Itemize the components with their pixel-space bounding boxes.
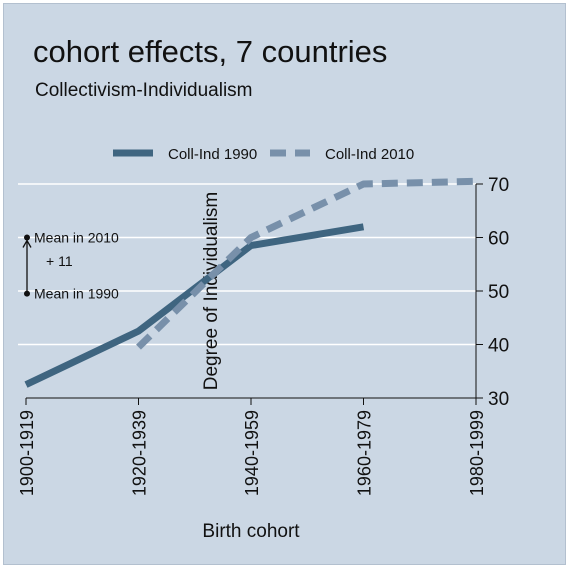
y-tick-label: 40 — [488, 336, 509, 357]
series-lines — [24, 177, 477, 388]
gridlines — [18, 183, 476, 346]
x-tick-label: 1960-1979 — [355, 410, 375, 496]
series-line-1 — [24, 223, 365, 388]
mean-annotation: Mean in 2010 Mean in 1990 + 11 — [22, 230, 119, 302]
series-line-2 — [136, 177, 477, 350]
x-tick-label: 1920-1939 — [130, 410, 150, 496]
axes: 30 40 50 60 70 1900-1919 1920-1939 1940-1959 196… — [17, 175, 509, 542]
x-axis-title: Birth cohort — [202, 521, 300, 542]
chart-subtitle: Collectivism-Individualism — [35, 80, 253, 101]
legend-label-2: Coll-Ind 2010 — [325, 146, 414, 163]
y-tick-label: 50 — [488, 282, 509, 303]
chart-title: cohort effects, 7 countries — [33, 34, 388, 69]
y-axis-title: Degree of Individualism — [201, 192, 222, 391]
annotation-mean-2010: Mean in 2010 — [34, 230, 119, 246]
annotation-difference: + 11 — [46, 253, 73, 269]
y-tick-label: 30 — [488, 389, 509, 410]
legend-label-1: Coll-Ind 1990 — [168, 146, 257, 163]
annotation-dot-1990 — [24, 290, 30, 297]
annotation-mean-1990: Mean in 1990 — [34, 286, 119, 302]
x-tick-label: 1940-1959 — [242, 410, 262, 496]
y-tick-label: 70 — [488, 175, 509, 196]
x-tick-label: 1980-1999 — [467, 410, 487, 496]
y-tick-label: 60 — [488, 229, 509, 250]
annotation-dot-2010 — [24, 234, 30, 241]
x-tick-label: 1900-1919 — [17, 410, 37, 496]
chart-panel — [3, 3, 566, 565]
legend: Coll-Ind 1990 Coll-Ind 2010 — [113, 146, 414, 163]
